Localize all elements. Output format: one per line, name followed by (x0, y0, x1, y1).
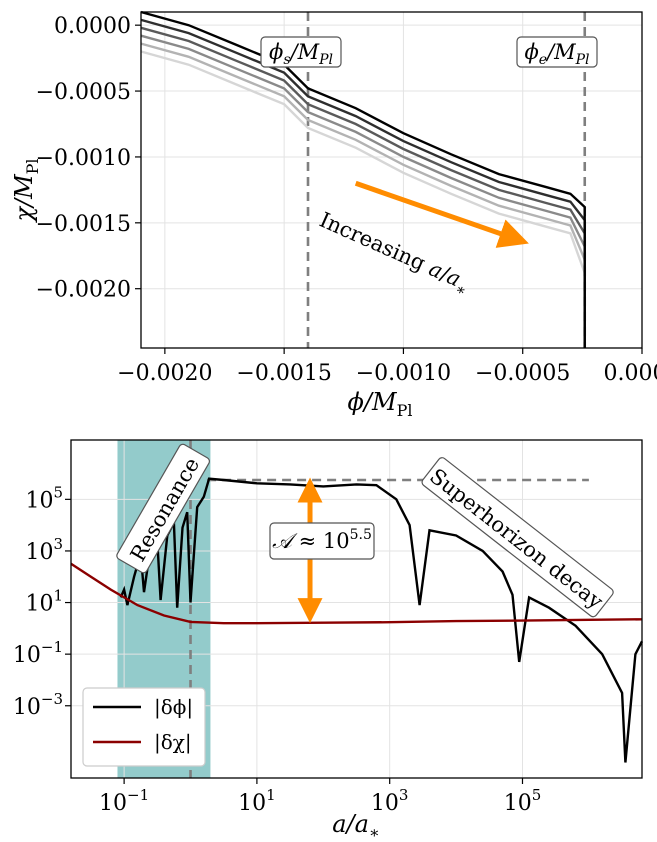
bottom-panel-xticks: 10−1 101 103 105 (99, 778, 541, 816)
top-panel-yticks: 0.0000 −0.0005 −0.0010 −0.0015 −0.0020 (36, 14, 141, 303)
y-tick-label: −0.0015 (36, 212, 131, 237)
phi-s-label-box: ϕs/MPl (260, 36, 342, 68)
top-panel-xlabel: ϕ/MPl (348, 388, 413, 420)
svg-text:Superhorizon decay: Superhorizon decay (425, 464, 607, 614)
svg-text:𝒜 ≈ 105.5: 𝒜 ≈ 105.5 (272, 527, 372, 553)
amplitude-label: 𝒜 ≈ 105.5 (269, 522, 375, 560)
bottom-panel-frame (70, 439, 643, 779)
y-tick-label: −0.0020 (36, 278, 131, 303)
y-tick-label: 0.0000 (54, 14, 131, 39)
y-tick-label: −0.0010 (36, 146, 131, 171)
x-tick-label: 10−1 (99, 786, 149, 816)
x-tick-label: −0.0010 (356, 361, 451, 386)
phi-e-label-box: ϕe/MPl (516, 36, 598, 68)
x-tick-label: 103 (371, 786, 409, 816)
x-tick-label: 0.0000 (604, 361, 657, 386)
top-panel-xticks: −0.0020 −0.0015 −0.0010 −0.0005 0.0000 (117, 348, 657, 386)
y-tick-label: 10−3 (13, 690, 63, 720)
y-tick-label: −0.0005 (36, 80, 131, 105)
legend-label-dchi: |δχ| (154, 730, 192, 755)
y-tick-label: 105 (25, 483, 63, 513)
chi-trajectory-line (140, 50, 586, 348)
y-tick-label: 103 (25, 535, 63, 565)
chi-trajectory-line (140, 26, 586, 348)
legend-label-dphi: |δϕ| (154, 695, 193, 720)
y-tick-label: 10−1 (13, 638, 63, 668)
top-panel-frame (140, 11, 643, 349)
bottom-panel-yticks: 10−3 10−1 101 103 105 (13, 483, 71, 720)
increasing-arrow (354, 180, 529, 248)
chi-trajectory-line (140, 42, 586, 348)
x-tick-label: −0.0015 (236, 361, 331, 386)
svg-text:ϕs/MPl: ϕs/MPl (269, 40, 333, 68)
top-panel-chi-vs-phi: −0.0020 −0.0015 −0.0010 −0.0005 0.0000 0.000… (10, 10, 657, 420)
top-panel-vlines (306, 12, 587, 348)
top-panel-ylabel: χ/MPl (10, 158, 42, 223)
chi-trajectory-line (140, 34, 586, 348)
x-tick-label: 101 (238, 786, 276, 816)
amplitude-line (70, 562, 643, 625)
bottom-panel-reference-lines (189, 440, 589, 778)
increasing-annotation: Increasing a/a∗ (314, 208, 474, 300)
x-tick-label: −0.0020 (117, 361, 212, 386)
y-tick-label: 101 (25, 587, 63, 617)
chi-trajectory-line (140, 10, 586, 348)
x-tick-label: −0.0005 (475, 361, 570, 386)
top-panel-series (140, 10, 586, 348)
orange-arrow (354, 180, 529, 248)
chi-trajectory-line (140, 18, 586, 348)
x-tick-label: 105 (504, 786, 542, 816)
legend: |δϕ| |δχ| (82, 687, 206, 767)
